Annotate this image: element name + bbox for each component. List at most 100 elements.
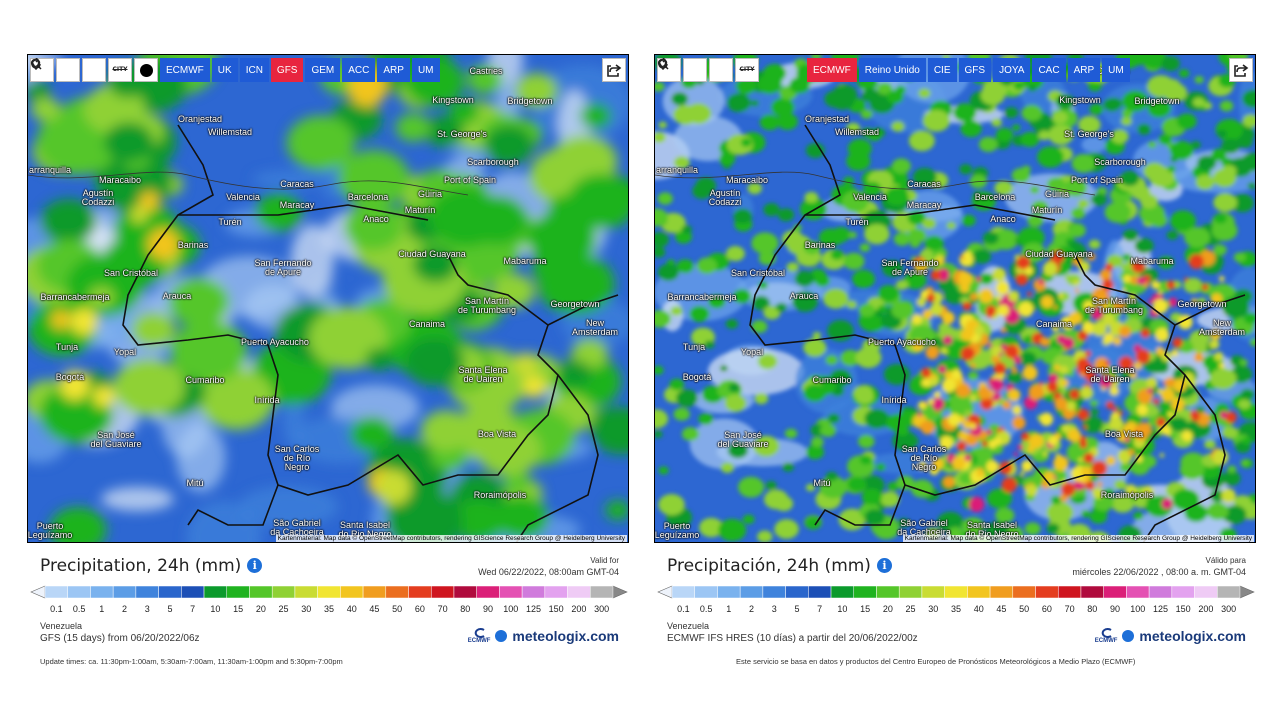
green-patch: [1089, 103, 1104, 115]
model-button[interactable]: UM: [1102, 58, 1130, 82]
heavy-patch: [1015, 273, 1028, 286]
green-patch: [727, 442, 749, 459]
valid-label: Valid for: [590, 556, 619, 565]
heavy-patch: [1022, 365, 1038, 381]
city-toggle[interactable]: CITY: [108, 58, 132, 82]
legend-label: 1: [726, 604, 732, 614]
green-patch: [860, 109, 873, 119]
legend-swatch: [898, 585, 923, 599]
green-patch: [724, 394, 747, 412]
city-label: Ciudad Guayana: [1025, 249, 1093, 259]
green-patch: [1169, 417, 1189, 432]
legend-label: 80: [460, 604, 471, 614]
green-patch: [1179, 459, 1205, 480]
city-label: New Amsterdam: [1198, 318, 1246, 337]
refresh-button[interactable]: [30, 58, 54, 82]
legend-label: 25: [905, 604, 916, 614]
green-patch: [1197, 297, 1207, 306]
model-button[interactable]: ECMWF: [160, 58, 210, 82]
city-label: Bridgetown: [1134, 96, 1180, 106]
legend-label: 0.1: [677, 604, 690, 614]
green-patch: [959, 164, 973, 175]
legend-label: 20: [882, 604, 893, 614]
legend-arrow-left: [30, 585, 46, 599]
model-button[interactable]: GEM: [305, 58, 341, 82]
green-patch: [961, 214, 976, 227]
model-button[interactable]: GFS: [270, 58, 304, 82]
heavy-patch: [130, 205, 148, 224]
blue-patch: [186, 501, 262, 542]
green-patch: [1077, 199, 1090, 209]
model-button[interactable]: JOYA: [993, 58, 1031, 82]
model-button[interactable]: CIE: [927, 58, 957, 82]
share-icon: [607, 64, 622, 77]
city-label: Arauca: [162, 291, 192, 301]
green-patch: [753, 435, 780, 457]
zoom-button[interactable]: [30, 58, 106, 82]
green-patch: [1221, 138, 1240, 154]
city-label: Georgetown: [1177, 299, 1227, 309]
green-patch: [1029, 186, 1040, 194]
green-patch: [655, 246, 666, 258]
green-patch: [1089, 509, 1108, 524]
heavy-patch: [1021, 460, 1034, 472]
heavy-patch: [980, 396, 994, 411]
model-button[interactable]: GFS: [958, 58, 992, 82]
legend-label: 20: [255, 604, 266, 614]
heavy-patch: [1157, 289, 1163, 295]
city-label: Inírida: [254, 395, 280, 405]
green-patch: [757, 530, 773, 542]
info-icon[interactable]: i: [247, 558, 263, 573]
model-button[interactable]: ECMWF: [807, 58, 857, 82]
city-label: Cumaribo: [185, 375, 225, 385]
green-patch: [793, 224, 802, 232]
city-toggle[interactable]: CITY: [735, 58, 759, 82]
heavy-patch: [1080, 372, 1086, 378]
green-patch: [1007, 371, 1023, 384]
model-button[interactable]: ARP: [377, 58, 410, 82]
green-patch: [786, 262, 799, 273]
model-button[interactable]: CAC: [1032, 58, 1066, 82]
green-patch: [843, 176, 855, 186]
legend-swatch: [694, 585, 718, 599]
model-button[interactable]: ARP: [1067, 58, 1101, 82]
ecmwf-logo: ECMWF: [1095, 628, 1117, 644]
heavy-patch: [1012, 416, 1026, 430]
model-button[interactable]: UM: [411, 58, 440, 82]
model-button[interactable]: UK: [211, 58, 238, 82]
heavy-patch: [1000, 327, 1006, 333]
heavy-patch: [926, 293, 936, 303]
refresh-button[interactable]: [657, 58, 681, 82]
heavy-patch: [1048, 373, 1059, 384]
green-patch: [1238, 399, 1251, 410]
heavy-patch: [1042, 451, 1048, 457]
model-button[interactable]: ACC: [342, 58, 376, 82]
map: CastriesOranjestadWillemstadKingstownBri…: [654, 54, 1256, 543]
dot-button[interactable]: [134, 58, 158, 82]
green-patch: [1158, 256, 1174, 270]
green-patch: [1242, 114, 1255, 128]
green-patch: [1172, 488, 1200, 511]
share-button[interactable]: [1229, 58, 1253, 82]
location-button[interactable]: [31, 58, 80, 82]
city-label: San Fernando de Apure: [881, 258, 939, 277]
green-patch: [887, 481, 899, 491]
model-button[interactable]: Reino Unido: [858, 58, 926, 82]
heavy-patch: [1060, 481, 1076, 497]
model-button[interactable]: ICN: [239, 58, 269, 82]
green-patch: [895, 279, 909, 291]
green-patch: [1183, 277, 1203, 294]
green-patch: [1070, 207, 1086, 220]
heavy-patch: [1184, 277, 1189, 282]
zoom-button[interactable]: [657, 58, 733, 82]
city-label: Arauca: [789, 291, 819, 301]
green-patch: [386, 491, 464, 542]
green-patch: [1024, 522, 1041, 536]
share-button[interactable]: [602, 58, 626, 82]
location-button[interactable]: [658, 58, 707, 82]
green-patch: [1197, 155, 1217, 171]
green-patch: [992, 228, 1019, 250]
heavy-patch: [1113, 336, 1122, 346]
info-icon[interactable]: i: [876, 558, 892, 573]
heavy-patch: [943, 476, 955, 488]
